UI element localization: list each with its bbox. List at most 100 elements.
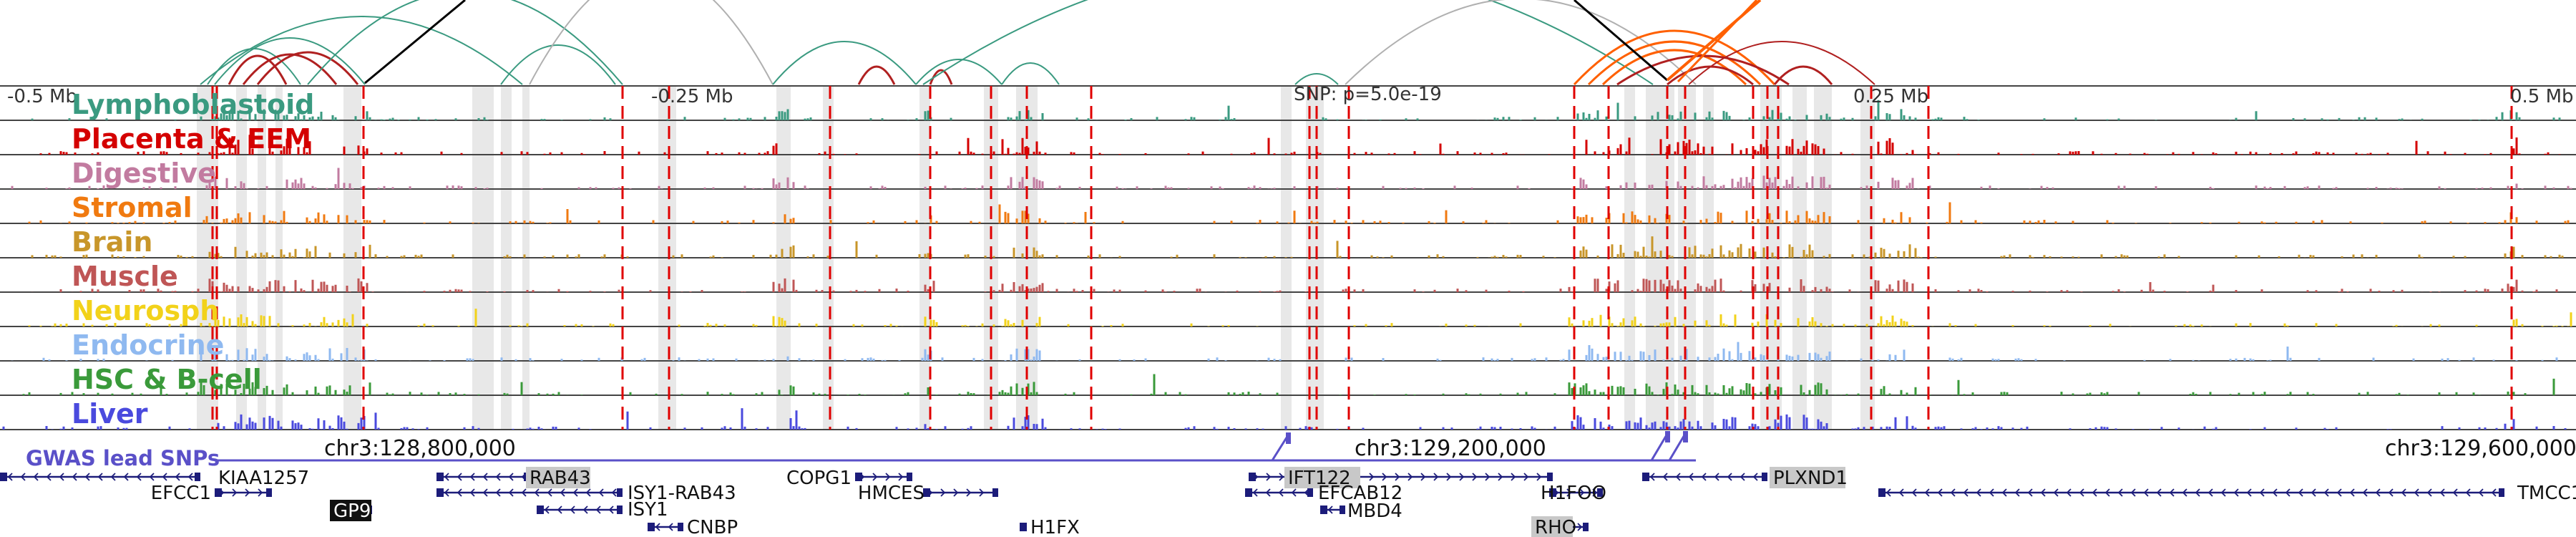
gene[interactable]: CNBP	[648, 517, 738, 537]
interaction-arc	[1001, 62, 1060, 85]
gene-exon	[0, 473, 7, 481]
gene[interactable]: COPG1	[786, 468, 912, 489]
gene-exon	[1762, 473, 1767, 481]
strand-arrows	[1327, 505, 1333, 514]
position-ruler: -0.5 Mb -0.25 Mb SNP: p=5.0e-19 0.25 Mb …	[7, 84, 2574, 107]
interaction-arc	[256, 51, 359, 85]
interaction-arc	[772, 41, 917, 85]
interaction-arc	[1587, 40, 1762, 86]
gene-exon	[648, 523, 655, 531]
interaction-line	[1677, 0, 1758, 83]
signal-peaks	[31, 236, 2564, 258]
gene-label: H1FOO	[1541, 483, 1606, 504]
signal-peaks	[11, 168, 2572, 189]
gwas-snp-marker	[1668, 433, 1687, 461]
gwas-snp-marker-head	[1665, 431, 1670, 442]
interaction-arc	[242, 53, 338, 85]
interaction-arc	[214, 37, 366, 85]
signal-peaks	[31, 100, 2561, 120]
interaction-line	[364, 0, 466, 84]
gene-exon	[1307, 488, 1313, 497]
gene-label: EFCC1	[151, 483, 211, 504]
ruler-label-right: 0.5 Mb	[2510, 86, 2574, 107]
ruler-label-mid-left: -0.25 Mb	[651, 86, 733, 107]
gene-label: ISY1-RAB43	[628, 483, 736, 504]
snp-lines	[211, 86, 2513, 430]
interaction-arc	[529, 0, 774, 85]
gene-label: ISY1	[628, 499, 668, 521]
gene-exon	[1549, 488, 1556, 497]
interaction-arc	[929, 69, 953, 85]
gene-exon	[1583, 523, 1589, 531]
signal-track	[0, 100, 2576, 121]
coordinate-label: chr3:129,200,000	[1355, 436, 1546, 461]
gene[interactable]: ISY1	[537, 499, 668, 521]
interaction-arc	[857, 65, 896, 85]
gene[interactable]: EFCAB12	[1245, 483, 1402, 504]
gene-exon	[923, 488, 930, 497]
signal-peaks	[28, 202, 2570, 223]
gene[interactable]: IFT122	[1249, 467, 1553, 489]
gene-highlight-box	[526, 467, 590, 488]
gene[interactable]: MBD4	[1320, 500, 1402, 522]
gene-label: KIAA1257	[218, 468, 309, 489]
strand-arrows	[1553, 488, 1598, 497]
gene[interactable]: RHO	[1531, 516, 1589, 537]
gene[interactable]: PLXND1	[1642, 467, 1848, 489]
gene-label: IFT122	[1288, 468, 1351, 489]
gene[interactable]: GP9	[330, 500, 372, 522]
gene-exon	[992, 488, 998, 497]
signal-track	[0, 374, 2576, 396]
strand-arrows	[219, 488, 263, 497]
gene[interactable]: ISY1-RAB43	[436, 483, 736, 504]
track-label: Muscle	[72, 261, 178, 292]
gene-exon	[215, 488, 222, 497]
ruler-label-snp: SNP: p=5.0e-19	[1294, 84, 1442, 105]
gene-exon	[1878, 488, 1885, 497]
signal-peaks	[31, 278, 2558, 292]
strand-arrows	[444, 488, 617, 497]
gene[interactable]: RAB43	[436, 467, 591, 489]
gene[interactable]: EFCC1	[151, 483, 272, 504]
gene-exon	[1642, 473, 1649, 481]
gene-exon	[1021, 523, 1027, 531]
signal-tracks	[0, 85, 2576, 430]
strand-arrows	[1885, 488, 2497, 497]
gene-highlight-box	[1531, 516, 1573, 537]
gwas-track-label: GWAS lead SNPs	[26, 446, 220, 470]
gene-label: COPG1	[786, 468, 852, 489]
interaction-arc	[307, 0, 623, 85]
interaction-arc	[1294, 73, 1339, 85]
strand-arrows	[927, 488, 985, 497]
gene[interactable]: H1FX	[1020, 517, 1080, 537]
strand-arrows	[655, 523, 673, 531]
signal-track	[0, 236, 2576, 258]
gene-exon	[1249, 473, 1256, 481]
signal-peaks	[39, 135, 2561, 155]
track-label: HSC & B-cell	[72, 364, 262, 395]
ruler-label-left: -0.5 Mb	[7, 86, 77, 107]
signal-track	[0, 408, 2576, 430]
gwas-snp-marker-head	[1286, 432, 1291, 444]
signal-track	[0, 309, 2576, 327]
gene[interactable]: KIAA1257	[0, 468, 309, 489]
gene[interactable]: TMCC1	[1878, 483, 2576, 504]
signal-peaks	[2, 408, 2567, 430]
gene-highlight-box	[1284, 467, 1360, 488]
gene[interactable]: H1FOO	[1541, 483, 1606, 504]
interaction-arcs	[200, 0, 1875, 86]
signal-track	[0, 278, 2576, 293]
gene-label: RAB43	[530, 468, 591, 489]
interaction-arc	[1688, 41, 1875, 85]
gwas-snp-marker	[1650, 433, 1669, 461]
track-label: Placenta & EEM	[72, 123, 311, 155]
track-label: Brain	[72, 226, 152, 258]
gene-label: RHO	[1535, 517, 1576, 537]
gene[interactable]: HMCES	[858, 483, 998, 504]
ruler-label-mid-right: 0.25 Mb	[1853, 86, 1928, 107]
gene-label: TMCC1	[2517, 483, 2576, 504]
strand-arrows	[544, 505, 614, 514]
track-label: Stromal	[72, 192, 192, 223]
